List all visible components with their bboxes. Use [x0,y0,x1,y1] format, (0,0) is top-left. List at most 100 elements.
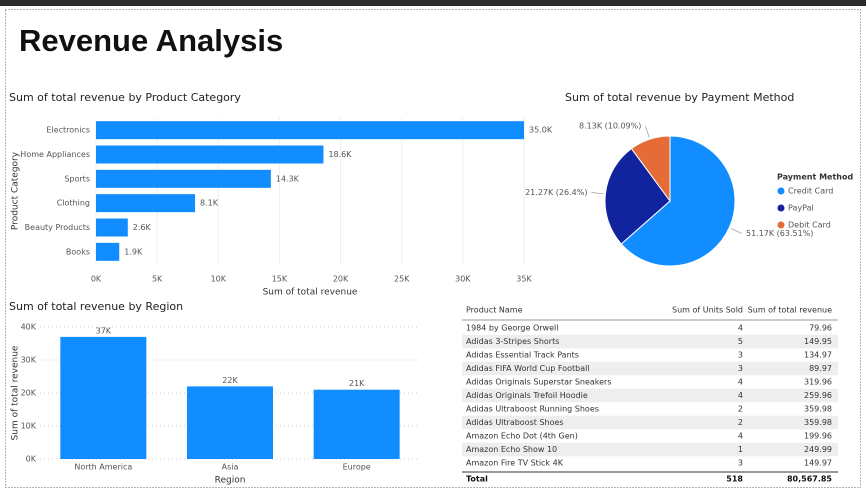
top-bar [0,0,866,6]
bar [313,389,400,459]
chart-title: Sum of total revenue by Payment Method [565,91,794,104]
table-cell: 1 [738,445,743,454]
table-cell: 2 [738,405,743,414]
bar [187,386,273,459]
table-cell: 79.96 [809,324,832,333]
table-cell: 259.96 [804,391,832,400]
column-header: Product Name [466,306,523,315]
bar [96,121,524,140]
row-shade [462,442,838,457]
y-tick-label: Beauty Products [25,223,90,232]
y-axis-title: Product Category [11,151,21,230]
table-cell: 3 [738,459,743,468]
column-header: Sum of total revenue [748,306,832,315]
x-axis-title: Region [215,476,246,486]
total-cell: Total [466,475,488,484]
bar [96,194,196,213]
table-cell: Amazon Echo Dot (4th Gen) [466,432,578,441]
value-label: 14.3K [276,174,300,183]
x-tick-label: 30K [455,275,471,284]
table-cell: 3 [738,364,743,373]
table-cell: Adidas Essential Track Pants [466,351,579,360]
legend-label: Credit Card [788,187,833,196]
value-label: 22K [222,376,238,385]
total-cell: 80,567.85 [787,475,832,484]
row-shade [462,415,838,430]
y-tick-label: 20K [21,389,37,398]
table-cell: Adidas 3-Stripes Shorts [466,337,559,346]
value-label: 18.6K [328,150,352,159]
value-label: 2.6K [133,223,152,232]
x-axis-title: Sum of total revenue [263,288,358,298]
y-tick-label: Clothing [57,199,90,208]
x-tick-label: 10K [211,275,227,284]
y-axis-title: Sum of total revenue [11,345,21,440]
x-tick-label: North America [74,463,132,472]
table-cell: 149.97 [804,459,832,468]
table-cell: Adidas Originals Superstar Sneakers [466,378,612,387]
y-tick-label: 10K [21,422,37,431]
y-tick-label: Home Appliances [20,150,90,159]
table-cell: 199.96 [804,432,832,441]
pie-slice [620,135,736,267]
row-shade [462,361,838,376]
pie-slice [604,147,671,245]
table-cell: 3 [738,351,743,360]
value-label: 37K [96,326,112,335]
table-cell: 2 [738,418,743,427]
table-cell: 249.99 [804,445,832,454]
legend-swatch [777,221,785,229]
chart-title: Sum of total revenue by Region [9,300,183,313]
data-label: 51.17K (63.51%) [746,229,813,238]
table-cell: 4 [738,378,743,387]
page-border [5,9,861,488]
page-title: Revenue Analysis [19,23,283,58]
legend-swatch [777,187,785,195]
table-cell: Amazon Echo Show 10 [466,445,557,454]
table-cell: 4 [738,324,743,333]
table-cell: 319.96 [804,378,832,387]
x-tick-label: Asia [222,463,239,472]
x-tick-label: Europe [343,463,371,472]
column-header: Sum of Units Sold [672,306,743,315]
x-tick-label: 25K [394,275,410,284]
table-cell: 359.98 [804,405,832,414]
table-cell: 1984 by George Orwell [466,324,558,333]
table-cell: 5 [738,337,743,346]
row-shade [462,388,838,403]
y-tick-label: 0K [26,455,37,464]
bar [96,169,271,188]
bar [96,242,120,261]
legend-swatch [777,204,785,212]
bar [96,218,128,237]
table-cell: Adidas Ultraboost Shoes [466,418,564,427]
value-label: 21K [349,379,365,388]
chart-title: Sum of total revenue by Product Category [9,91,241,104]
x-tick-label: 5K [152,275,163,284]
x-tick-label: 0K [91,275,102,284]
value-label: 35.0K [529,126,553,135]
x-tick-label: 15K [272,275,288,284]
pie-slice [630,135,671,203]
legend-label: PayPal [788,204,814,213]
total-cell: 518 [726,475,743,484]
y-tick-label: Electronics [46,126,90,135]
y-tick-label: 40K [21,323,37,332]
leader-line [645,125,650,138]
x-tick-label: 20K [333,275,349,284]
table-cell: 134.97 [804,351,832,360]
table-cell: Amazon Fire TV Stick 4K [466,459,564,468]
table-cell: 4 [738,391,743,400]
value-label: 8.1K [200,199,219,208]
leader-line [591,192,604,195]
y-tick-label: 30K [21,356,37,365]
table-cell: Adidas Originals Trefoil Hoodie [466,391,588,400]
y-tick-label: Books [66,247,90,256]
table-cell: 89.97 [809,364,832,373]
data-label: 8.13K (10.09%) [579,121,641,130]
value-label: 1.9K [124,247,143,256]
y-tick-label: Sports [64,174,90,183]
leader-line [730,228,743,234]
bar [60,336,147,459]
table-cell: Adidas Ultraboost Running Shoes [466,405,599,414]
